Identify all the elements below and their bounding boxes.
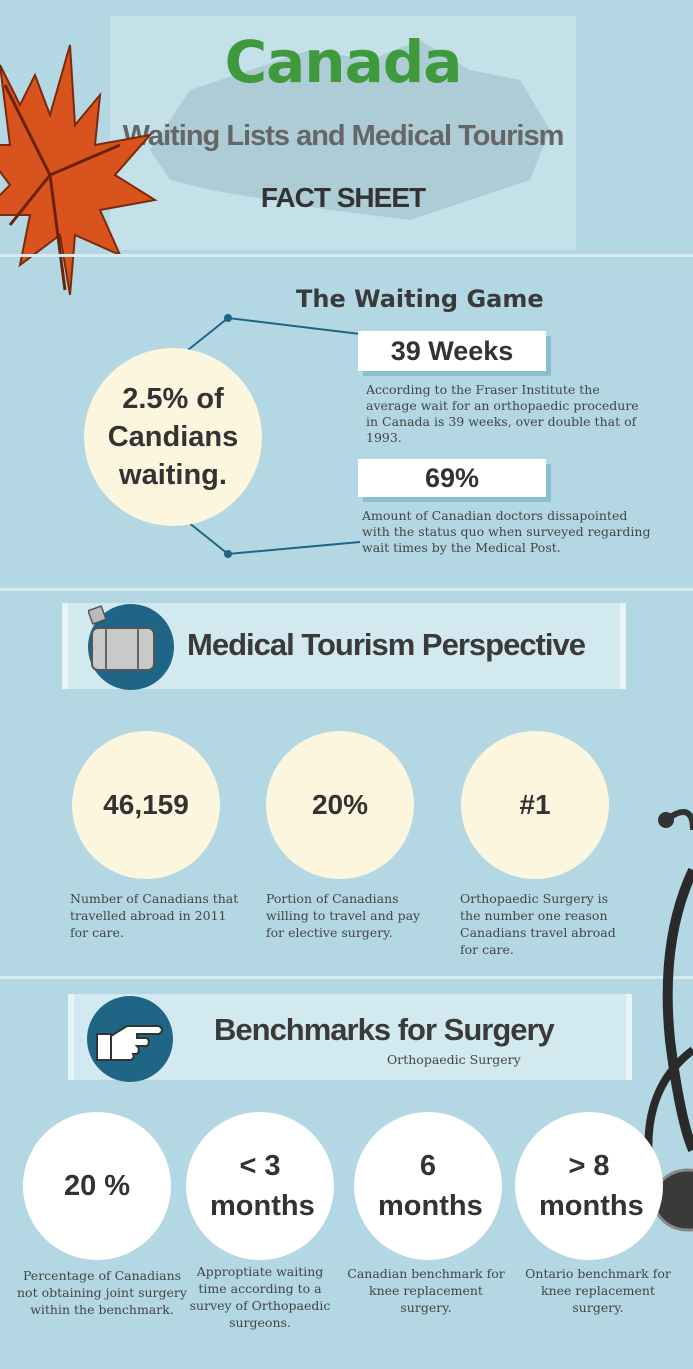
waiting-percent-text: 2.5% of Candians waiting.	[107, 383, 239, 491]
benchmark-desc: Approptiate waiting time according to a …	[189, 1264, 331, 1330]
benchmark-circle: < 3 months	[186, 1112, 334, 1260]
benchmark-circle: 20 %	[23, 1112, 171, 1260]
header-panel	[110, 16, 576, 250]
tourism-stat-desc: Portion of Canadians willing to travel a…	[266, 891, 421, 940]
tourism-stat-value: 20%	[311, 789, 369, 820]
maple-leaf-icon	[0, 44, 158, 296]
tourism-stat-desc: Number of Canadians that travelled abroa…	[70, 891, 239, 940]
benchmark-circle: 6 months	[354, 1112, 502, 1260]
benchmark-value: > 8 months	[539, 1150, 644, 1222]
benchmarks-title: Benchmarks for Surgery	[214, 1012, 555, 1047]
stat-39-weeks: 39 Weeks	[358, 331, 546, 371]
tourism-stat-value: 46,159	[103, 789, 189, 820]
canada-map-graphic	[150, 40, 550, 220]
page-subtitle: Waiting Lists and Medical Tourism	[122, 120, 565, 152]
connector-lines	[187, 314, 361, 558]
benchmark-value: < 3 months	[210, 1150, 315, 1222]
waiting-percent-circle: 2.5% of Candians waiting.	[84, 348, 262, 526]
tourism-title: Medical Tourism Perspective	[187, 627, 586, 662]
stat-69-percent: 69%	[358, 459, 546, 497]
stat-69-percent-desc: Amount of Canadian doctors dissapointed …	[362, 508, 651, 555]
benchmarks-subtitle: Orthopaedic Surgery	[387, 1052, 521, 1067]
tourism-stat-circle: #1	[461, 731, 609, 879]
tourism-stat-circle: 46,159	[72, 731, 220, 879]
fact-sheet-label: FACT SHEET	[260, 182, 426, 213]
benchmark-circle: > 8 months	[515, 1112, 663, 1260]
suitcase-icon	[88, 604, 174, 690]
benchmark-desc: Percentage of Canadians not obtaining jo…	[17, 1268, 187, 1317]
tourism-stat-value: #1	[519, 789, 551, 820]
tourism-stat-circle: 20%	[266, 731, 414, 879]
section-divider	[0, 976, 693, 979]
benchmark-desc: Ontario benchmark for knee replacement s…	[525, 1266, 671, 1315]
benchmark-value: 20 %	[63, 1170, 131, 1202]
section-divider	[0, 254, 693, 257]
pointing-hand-icon	[87, 996, 173, 1082]
benchmark-value: 6 months	[378, 1150, 483, 1222]
benchmark-desc: Canadian benchmark for knee replacement …	[347, 1266, 505, 1315]
page-title: Canada	[224, 28, 463, 96]
stat-39-weeks-desc: According to the Fraser Institute the av…	[366, 382, 639, 445]
waiting-game-title: The Waiting Game	[296, 285, 544, 313]
tourism-stat-desc: Orthopaedic Surgery is the number one re…	[460, 891, 616, 957]
section-divider	[0, 588, 693, 591]
